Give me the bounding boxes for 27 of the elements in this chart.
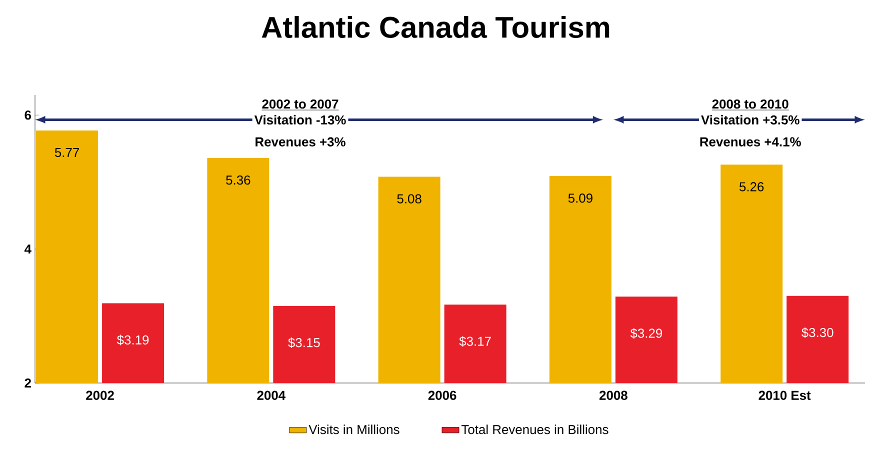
y-tick-label: 2 <box>24 378 31 388</box>
data-label: $3.29 <box>630 328 662 339</box>
y-tick-label: 4 <box>24 244 32 254</box>
y-tick-label: 6 <box>24 110 32 120</box>
annotation: Visitation -13% <box>254 115 346 125</box>
legend-label: Total Revenues in Billions <box>461 424 608 434</box>
data-label: $3.15 <box>288 337 320 348</box>
data-label: 5.36 <box>226 175 250 185</box>
annotation: Revenues +4.1% <box>700 137 801 146</box>
x-tick-label: 2008 <box>599 390 628 400</box>
data-label: 5.09 <box>568 194 592 203</box>
data-label: $3.17 <box>459 336 491 347</box>
data-label: 5.77 <box>54 148 79 158</box>
x-tick-label: 2006 <box>428 390 456 400</box>
data-label: $3.19 <box>116 334 149 346</box>
data-label: 5.08 <box>397 194 422 204</box>
annotation: Revenues +3% <box>256 137 346 146</box>
data-label: $3.30 <box>802 327 834 338</box>
x-tick-label: 2004 <box>257 390 286 400</box>
annotation: Visitation +3.5% <box>701 115 800 125</box>
annotation: 2002 to 2007 <box>262 99 338 109</box>
annotation: 2008 to 2010 <box>712 99 788 109</box>
data-label: 5.26 <box>739 182 764 192</box>
legend-label: Visits in Millions <box>308 424 400 434</box>
chart-title: Atlantic Canada Tourism <box>262 16 610 38</box>
x-tick-label: 2010 Est <box>758 390 811 400</box>
x-tick-label: 2002 <box>86 390 114 400</box>
